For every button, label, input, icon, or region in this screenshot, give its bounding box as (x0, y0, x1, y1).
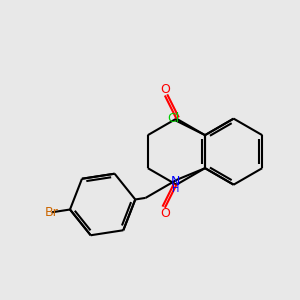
Text: N: N (171, 175, 180, 188)
Text: Cl: Cl (167, 112, 180, 125)
Text: O: O (160, 207, 170, 220)
Text: H: H (172, 184, 179, 194)
Text: Br: Br (45, 206, 59, 219)
Text: O: O (160, 83, 170, 96)
